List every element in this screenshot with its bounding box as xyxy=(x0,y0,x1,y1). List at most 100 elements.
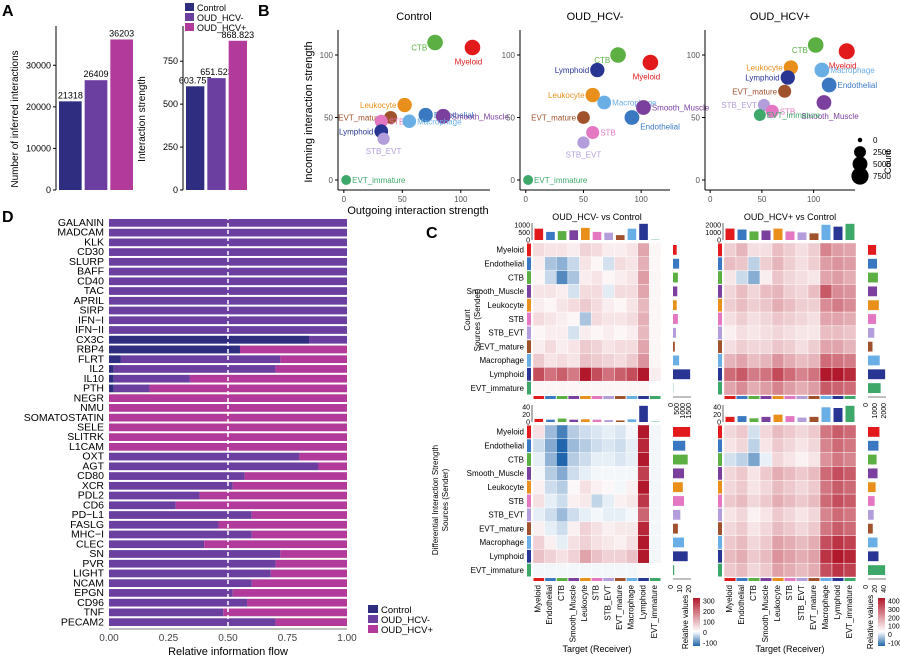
c-heat-cell xyxy=(649,562,662,578)
b-point-label-stb_evt: STB_EVT xyxy=(566,151,602,160)
d-bar-segment xyxy=(109,365,114,373)
c-heat-cell xyxy=(649,339,662,354)
c-col-color-strip xyxy=(580,396,591,399)
c-right-bar xyxy=(868,272,878,283)
c-col-label: Endothelial xyxy=(545,585,554,625)
b-x-tick-label: 100 xyxy=(454,195,468,204)
a-bar-value-label-interactions: 36203 xyxy=(109,28,134,38)
d-category-label: IL2 xyxy=(89,363,104,375)
c-heat-cell xyxy=(819,438,833,453)
c-heat-cell xyxy=(567,325,580,340)
c-heat-cell xyxy=(544,298,557,313)
c-col-color-strip xyxy=(832,396,844,399)
c-heat-cell xyxy=(747,380,761,396)
c-right-bar xyxy=(673,482,683,493)
b-y-tick-label: 100 xyxy=(687,51,701,60)
c-heat-cell xyxy=(843,507,857,522)
c-heat-cell xyxy=(747,325,761,340)
c-col-color-strip xyxy=(760,396,772,399)
c-heat-cell xyxy=(556,311,569,327)
d-category-label: EPGN xyxy=(74,587,104,599)
c-heat-cell xyxy=(831,284,845,299)
c-right-bar xyxy=(673,258,680,269)
c-heat-cell xyxy=(783,256,797,271)
c-heat-cell xyxy=(625,242,638,258)
b-size-legend-label: 5000 xyxy=(873,160,891,169)
c-heat-cell xyxy=(567,367,580,382)
c-col-label: CTB xyxy=(749,585,758,601)
c-heat-cell xyxy=(843,325,857,340)
c-heat-cell xyxy=(831,270,845,285)
c-heat-cell xyxy=(735,298,749,313)
c-heat-cell xyxy=(556,438,569,453)
c-heat-cell xyxy=(843,466,857,481)
c-heat-cell xyxy=(590,339,604,354)
c-heat-cell xyxy=(795,493,809,509)
c-heat-cell xyxy=(843,549,857,564)
c-heat-cell xyxy=(544,325,557,340)
a-y-axis-title-strength: Interaction strength xyxy=(137,76,148,162)
c-heat-cell xyxy=(532,353,545,368)
c-heat-cell xyxy=(843,270,857,285)
c-heat-cell xyxy=(649,480,662,495)
c-heat-cell xyxy=(819,466,833,481)
c-heat-cell xyxy=(807,466,821,481)
c-heat-cell xyxy=(831,242,845,258)
c-heat-cell xyxy=(544,424,557,440)
c-top-bar xyxy=(821,407,831,422)
c-top-axis-label: 1000 xyxy=(705,230,721,237)
c-heat-cell xyxy=(532,311,545,327)
c-row-color-strip xyxy=(718,480,722,494)
c-heat-cell xyxy=(747,549,761,564)
a-bar-value-label-strength: 651.523 xyxy=(200,67,233,77)
c-heat-cell xyxy=(590,424,604,440)
panel-d: GALANINMADCAMKLKCD30SLURPBAFFCD40TACAPRI… xyxy=(24,216,433,657)
c-heat-cell xyxy=(579,549,592,564)
c-heat-cell xyxy=(556,562,569,578)
c-heat-cell xyxy=(532,380,545,396)
a-bar-value-label-interactions: 26409 xyxy=(83,69,108,79)
c-heat-cell xyxy=(579,562,592,578)
d-category-label: PECAM2 xyxy=(61,616,104,628)
c-heat-cell xyxy=(807,424,821,440)
d-bar-segment xyxy=(109,442,347,451)
c-heat-cell xyxy=(819,507,833,522)
c-heat-cell xyxy=(532,452,545,467)
c-col-color-strip xyxy=(603,396,614,399)
d-bar-segment xyxy=(109,589,233,597)
d-bar-segment xyxy=(189,374,347,383)
c-heat-cell xyxy=(614,424,627,440)
c-top-bar xyxy=(534,418,544,422)
c-legend-title: Relative values xyxy=(866,595,875,649)
c-col-color-strip xyxy=(614,396,626,399)
c-top-bar xyxy=(749,418,759,422)
c-heat-cell xyxy=(759,452,773,467)
c-col-color-strip xyxy=(736,578,748,581)
c-row-label: CTB xyxy=(508,273,524,282)
c-y-axis-title-count: Sources (Sender) xyxy=(473,288,482,351)
c-col-color-strip xyxy=(591,578,603,581)
d-bar-segment-control xyxy=(109,335,309,344)
c-row-color-strip xyxy=(527,508,531,522)
c-heat-cell xyxy=(747,452,761,467)
c-row-color-strip xyxy=(527,326,531,340)
c-heat-cell xyxy=(783,298,797,313)
c-heat-cell xyxy=(602,480,615,495)
c-heat-cell xyxy=(590,367,604,382)
c-heat-cell xyxy=(795,452,809,467)
c-heat-cell xyxy=(556,339,569,354)
c-heat-cell xyxy=(602,493,615,509)
c-heat-cell xyxy=(649,438,662,453)
c-top-axis-label: 0 xyxy=(526,420,530,427)
c-top-axis-label: 0 xyxy=(526,238,530,245)
c-heat-cell xyxy=(579,535,592,550)
c-row-color-strip xyxy=(718,563,722,577)
c-heat-cell xyxy=(625,311,638,327)
b-point-label-evt_immature: EVT_immature xyxy=(352,176,406,185)
b-point-label-leukocyte: Leukocyte xyxy=(360,101,397,110)
c-heat-cell xyxy=(807,380,821,396)
c-heat-cell xyxy=(843,311,857,327)
c-right-bar xyxy=(868,369,886,380)
a-y-tick-label-interactions: 20000 xyxy=(26,102,51,112)
c-heat-cell xyxy=(723,438,737,453)
